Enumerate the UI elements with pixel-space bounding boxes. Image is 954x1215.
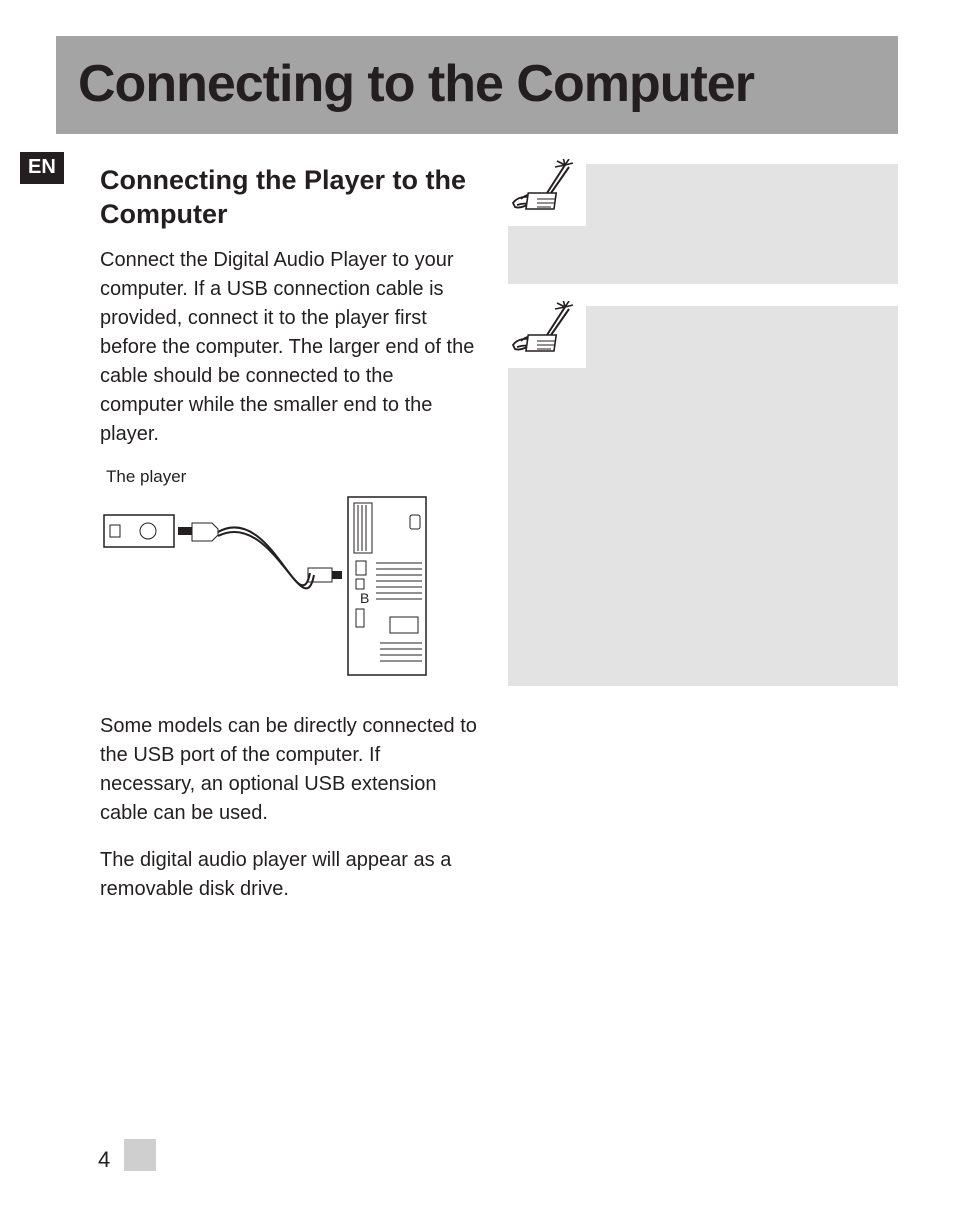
page-footer: 4 xyxy=(98,1139,156,1173)
left-column: Connecting the Player to the Computer Co… xyxy=(100,164,480,922)
hand-writing-icon xyxy=(507,159,577,219)
footer-square xyxy=(124,1139,156,1171)
right-column xyxy=(508,164,898,922)
diagram-label: The player xyxy=(106,467,480,487)
section-heading: Connecting the Player to the Computer xyxy=(100,164,480,232)
player-to-pc-illustration: B xyxy=(100,493,430,678)
paragraph-2: Some models can be directly connected to… xyxy=(100,712,480,828)
note-icon xyxy=(498,152,586,226)
language-badge: EN xyxy=(20,152,64,184)
note-icon xyxy=(498,294,586,368)
page-number: 4 xyxy=(98,1147,110,1173)
page-title: Connecting to the Computer xyxy=(78,54,876,114)
note-box-2 xyxy=(508,306,898,686)
connection-diagram: B xyxy=(100,493,430,678)
content-area: Connecting the Player to the Computer Co… xyxy=(100,164,898,922)
note-box-1 xyxy=(508,164,898,284)
title-bar: Connecting to the Computer xyxy=(56,36,898,134)
svg-text:B: B xyxy=(360,590,369,606)
hand-writing-icon xyxy=(507,301,577,361)
paragraph-3: The digital audio player will appear as … xyxy=(100,846,480,904)
paragraph-1: Connect the Digital Audio Player to your… xyxy=(100,246,480,449)
manual-page: Connecting to the Computer EN Connecting… xyxy=(0,0,954,1215)
